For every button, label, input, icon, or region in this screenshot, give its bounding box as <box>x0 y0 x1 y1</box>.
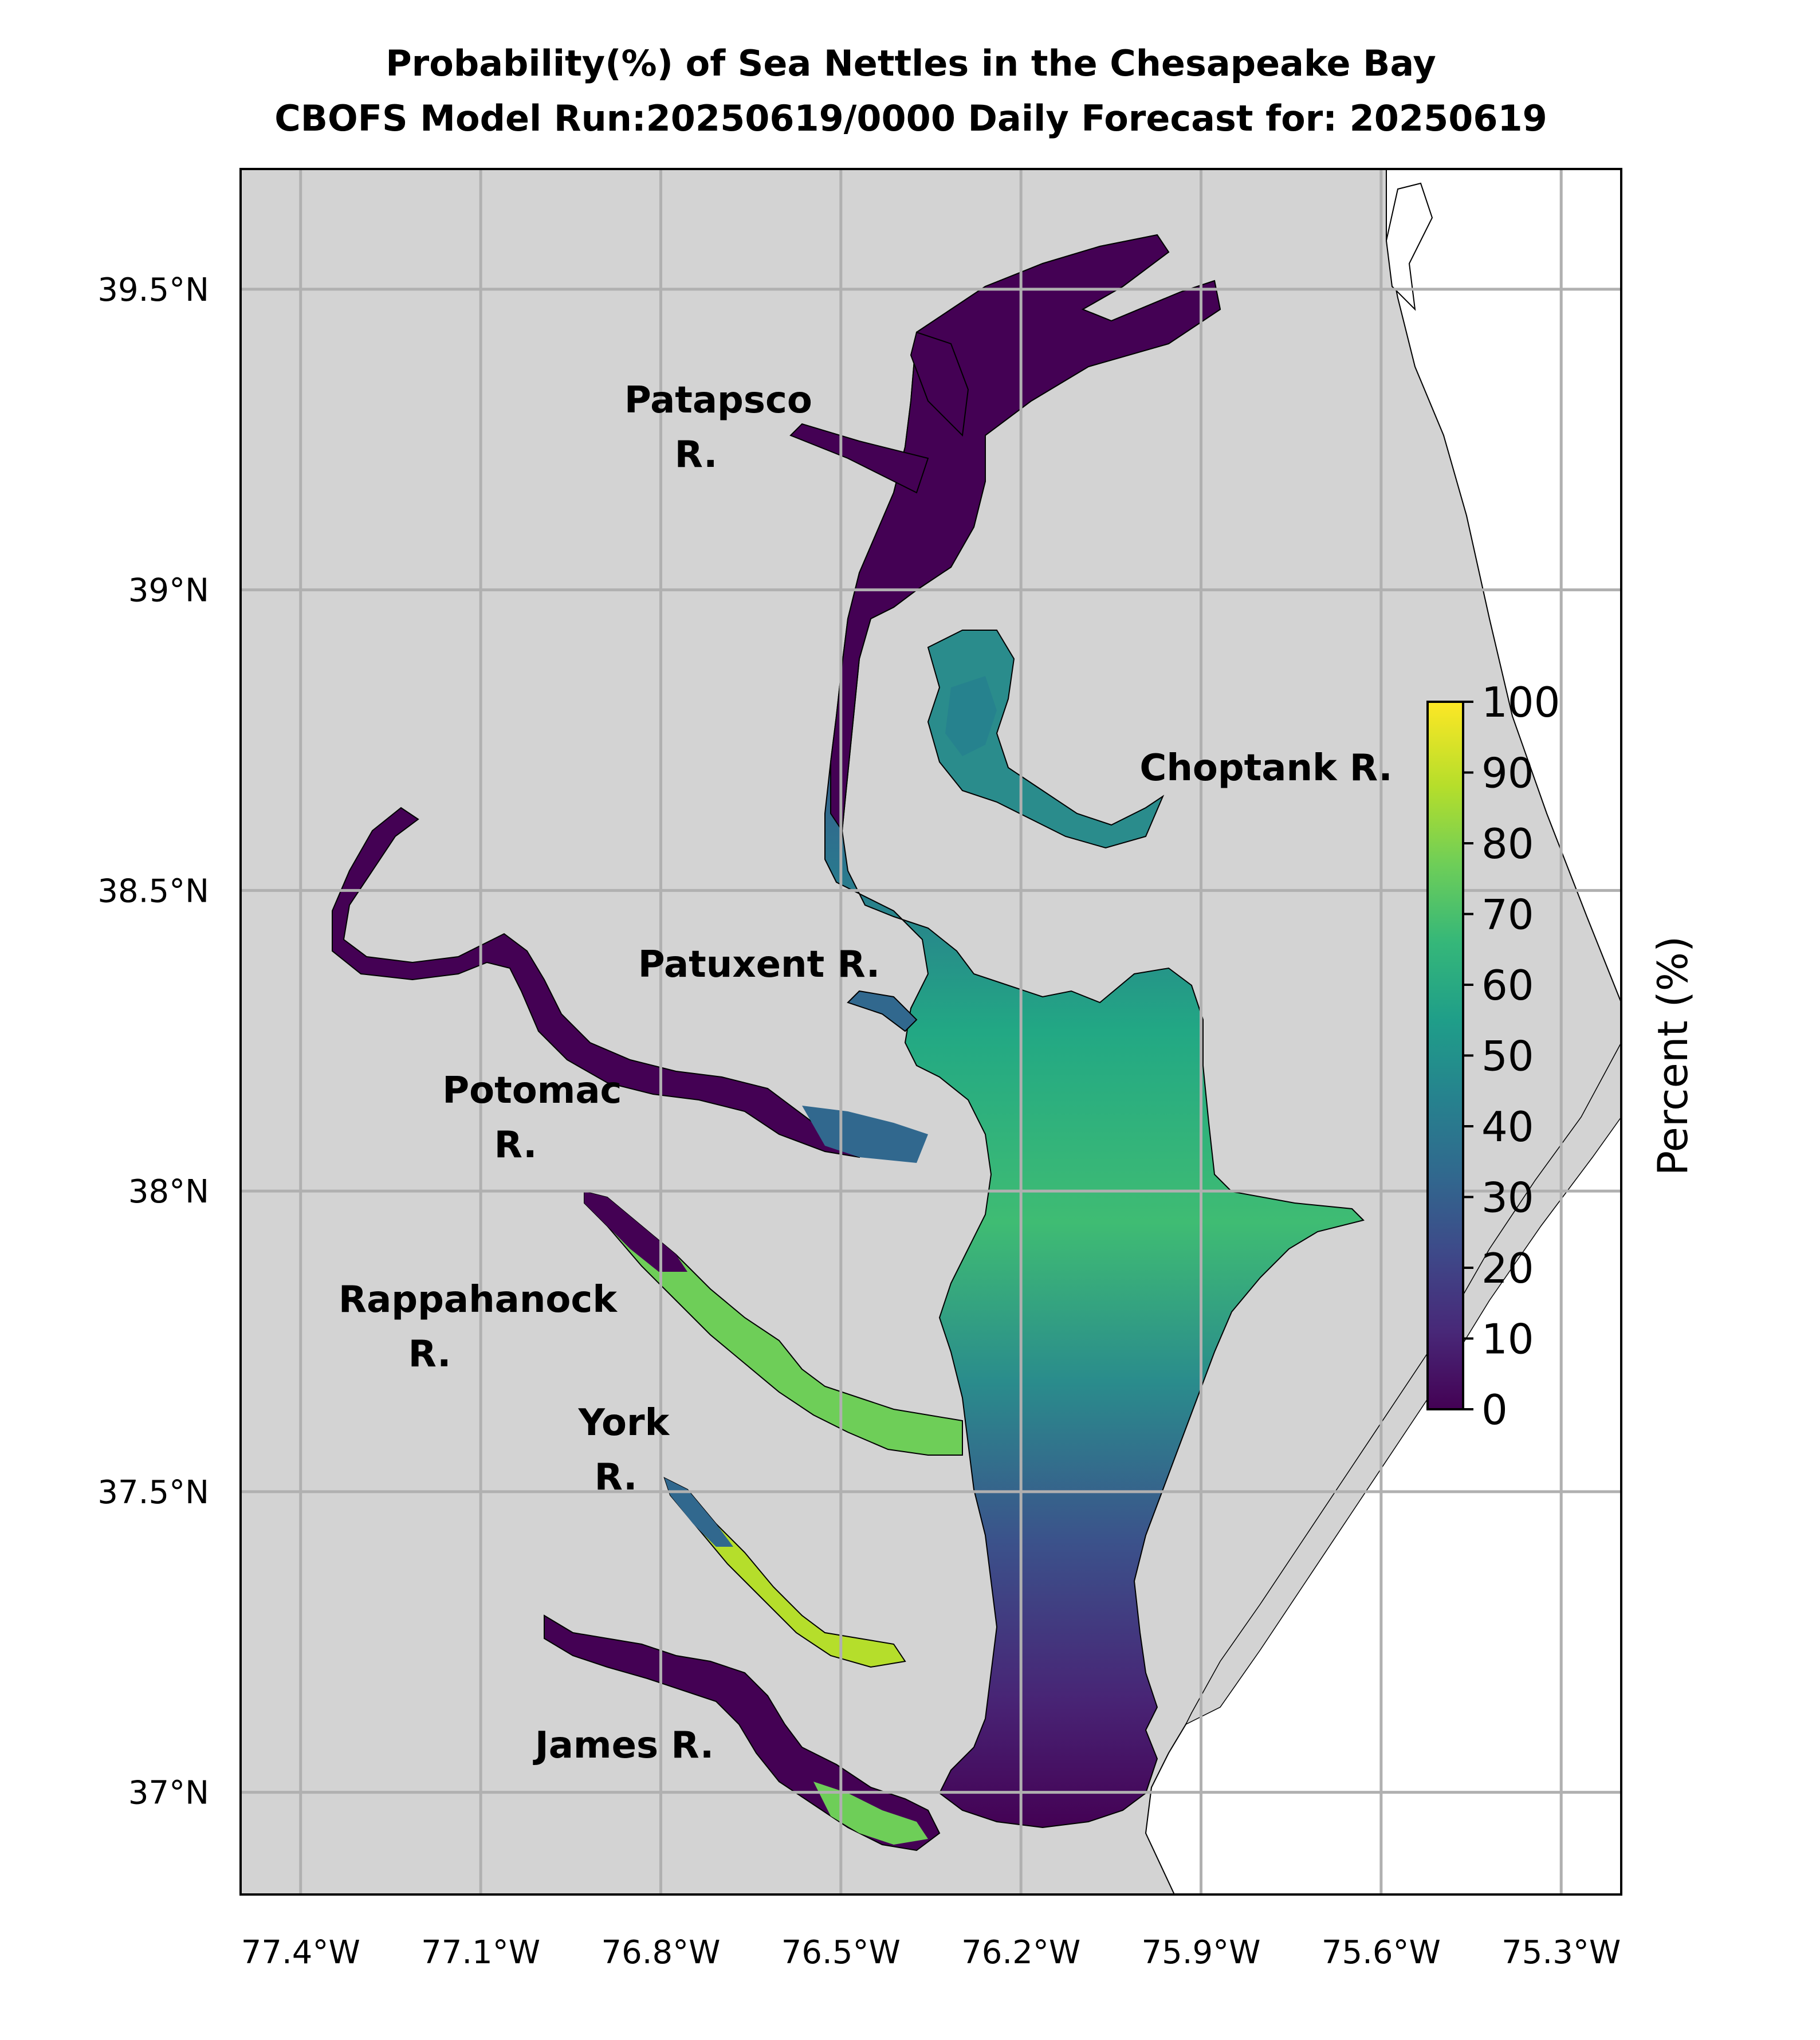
colorbar-tick-label: 50 <box>1481 1032 1534 1080</box>
colorbar-tick-label: 30 <box>1481 1174 1534 1222</box>
patapsco-label-line1: Patapsco <box>624 379 812 422</box>
choptank-inner-water <box>945 676 997 756</box>
colorbar-tick-label: 0 <box>1481 1386 1508 1434</box>
potomac-label-line2: R. <box>494 1124 537 1166</box>
colorbar-tick-label: 90 <box>1481 749 1534 797</box>
york-label-line1: York <box>578 1402 670 1444</box>
colorbar-tick-label: 10 <box>1481 1315 1534 1363</box>
colorbar-ticks: 0 10 20 30 40 50 60 70 80 90 100 <box>1463 678 1560 1434</box>
lon-tick-label: 77.1°W <box>421 1934 540 1971</box>
lon-tick-label: 75.9°W <box>1141 1934 1260 1971</box>
title-line-2: CBOFS Model Run:20250619/0000 Daily Fore… <box>274 97 1547 139</box>
york-label: York R. <box>578 1402 682 1499</box>
james-label: James R. <box>533 1724 714 1767</box>
colorbar <box>1426 701 1464 1410</box>
map-area <box>241 169 1621 1894</box>
lat-tick-label: 37.5°N <box>97 1474 209 1511</box>
patuxent-river-water <box>847 990 918 1032</box>
patapsco-label-line2: R. <box>675 434 718 476</box>
delaware-bay <box>1385 182 1433 311</box>
title-line-1: Probability(%) of Sea Nettles in the Che… <box>386 42 1436 84</box>
lon-tick-label: 76.5°W <box>781 1934 901 1971</box>
lat-tick-label: 39°N <box>128 572 209 610</box>
colorbar-tick-label: 100 <box>1481 678 1560 726</box>
york-label-line2: R. <box>595 1456 638 1499</box>
lat-tick-label: 38°N <box>128 1173 209 1210</box>
lon-tick-label: 77.4°W <box>241 1934 360 1971</box>
lat-tick-label: 38.5°N <box>97 872 209 910</box>
lon-tick-label: 75.6°W <box>1322 1934 1441 1971</box>
rappahannock-label-line1: Rappahanock <box>339 1279 618 1321</box>
map-frame <box>239 168 1622 1896</box>
lon-tick-label: 75.3°W <box>1501 1934 1621 1971</box>
gridlines <box>241 169 1621 1894</box>
rappahannock-label-line2: R. <box>408 1333 451 1375</box>
patuxent-label: Patuxent R. <box>638 944 880 986</box>
rappahannock-river-water <box>584 1190 963 1456</box>
potomac-river-water <box>332 807 860 1158</box>
colorbar-tick-label: 70 <box>1481 891 1534 939</box>
patapsco-label: Patapsco R. <box>624 379 825 476</box>
lat-tick-label: 39.5°N <box>97 272 209 309</box>
york-upper-water <box>665 1478 733 1547</box>
colorbar-tick-label: 80 <box>1481 820 1534 868</box>
colorbar-tick-label: 60 <box>1481 961 1534 1009</box>
colorbar-label: Percent (%) <box>1649 936 1697 1176</box>
lat-tick-label: 37°N <box>128 1775 209 1812</box>
lon-tick-label: 76.2°W <box>961 1934 1080 1971</box>
latitude-tick-labels: 39.5°N 39°N 38.5°N 38°N 37.5°N 37°N <box>97 272 209 1812</box>
potomac-label-line1: Potomac <box>442 1070 622 1112</box>
patapsco-river-water <box>789 423 929 494</box>
longitude-tick-labels: 77.4°W 77.1°W 76.8°W 76.5°W 76.2°W 75.9°W 75.6… <box>241 1934 1621 1971</box>
patapsco-upper-water <box>910 331 969 437</box>
colorbar-tick-label: 40 <box>1481 1103 1534 1151</box>
potomac-mouth-water <box>802 1106 928 1163</box>
colorbar-tick-label: 20 <box>1481 1244 1534 1292</box>
choptank-label: Choptank R. <box>1139 747 1392 789</box>
potomac-label: Potomac R. <box>442 1070 635 1166</box>
rappahannock-label: Rappahanock R. <box>339 1279 630 1375</box>
lon-tick-label: 76.8°W <box>601 1934 720 1971</box>
